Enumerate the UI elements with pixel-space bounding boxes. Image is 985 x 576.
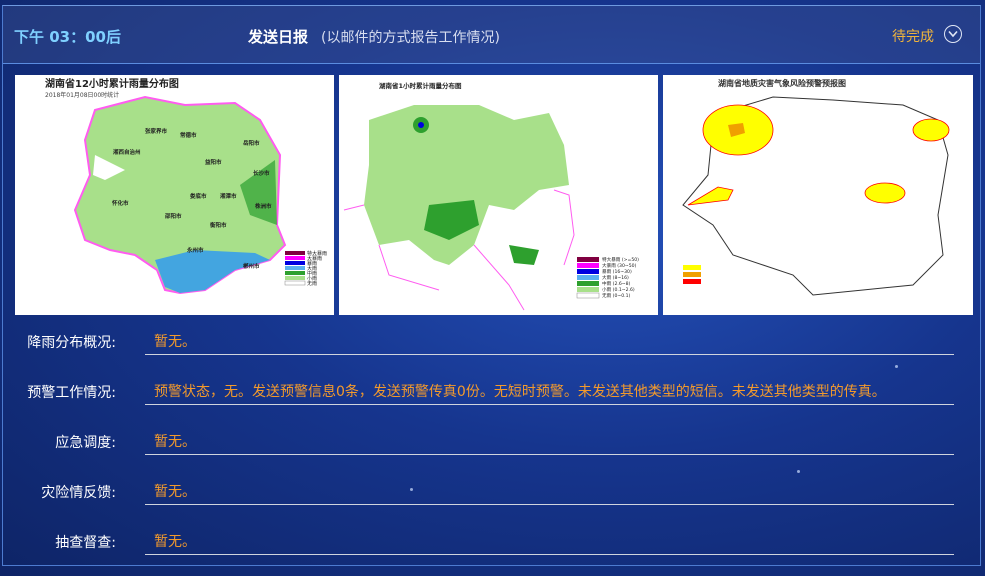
city-label: 张家界市	[145, 127, 168, 135]
map-title: 湖南省地质灾害气象风险预警预报图	[718, 78, 846, 88]
daily-report-panel: 下午 03：00后 发送日报 (以邮件的方式报告工作情况) 待完成 湖南省12小…	[2, 5, 981, 566]
city-label: 常德市	[180, 131, 197, 139]
legend-label: 中雨 (2.6~8)	[602, 280, 631, 287]
geohazard-warning-map[interactable]: 湖南省地质灾害气象风险预警预报图	[663, 75, 973, 315]
city-label: 永州市	[186, 246, 204, 254]
inspection-field[interactable]: 暂无。	[145, 528, 954, 555]
chevron-down-circle-icon[interactable]	[944, 25, 962, 43]
map-subtitle: 2018年01月08日00时统计	[45, 91, 119, 99]
city-label: 衡阳市	[210, 221, 227, 229]
legend-label: 大雨 (8~16)	[602, 274, 629, 281]
warning-work-row: 预警工作情况: 预警状态，无。发送预警信息0条，发送预警传真0份。无短时预警。未…	[3, 382, 980, 412]
emergency-dispatch-row: 应急调度: 暂无。	[3, 432, 980, 462]
star-decoration	[410, 488, 413, 491]
task-title: 发送日报	[248, 28, 309, 46]
city-label: 怀化市	[112, 199, 129, 207]
map-title: 湖南省12小时累计雨量分布图	[45, 77, 179, 90]
star-decoration	[895, 365, 898, 368]
city-label: 郴州市	[243, 262, 260, 270]
city-label: 娄底市	[190, 192, 207, 200]
city-label: 湘潭市	[220, 192, 237, 200]
star-decoration	[797, 470, 800, 473]
legend-label: 特大暴雨 (>=50)	[602, 256, 639, 263]
status-badge[interactable]: 待完成	[892, 29, 934, 45]
legend-label: 大暴雨	[307, 255, 322, 262]
city-label: 邵阳市	[164, 212, 182, 220]
legend-label: 暴雨	[307, 260, 317, 267]
city-label: 长沙市	[253, 169, 270, 177]
city-label: 株洲市	[255, 202, 272, 210]
field-label: 抽查督查:	[55, 535, 116, 551]
legend-label: 暴雨 (16~30)	[602, 269, 632, 275]
warning-work-field[interactable]: 预警状态，无。发送预警信息0条，发送预警传真0份。无短时预警。未发送其他类型的短…	[145, 378, 954, 405]
disaster-feedback-row: 灾险情反馈: 暂无。	[3, 482, 980, 512]
map-title: 湖南省1小时累计雨量分布图	[379, 81, 462, 90]
schedule-time: 下午 03：00后	[14, 28, 121, 46]
rainfall-1h-map[interactable]: 湖南省1小时累计雨量分布图 特大暴雨 (>=50) 大暴雨 (30~50) 暴雨…	[339, 75, 658, 315]
legend-label: 中雨	[307, 270, 317, 277]
legend-label: 大暴雨 (30~50)	[602, 262, 637, 269]
disaster-feedback-field[interactable]: 暂无。	[145, 478, 954, 505]
legend-label: 大雨	[307, 265, 317, 272]
city-label: 湘西自治州	[113, 148, 141, 156]
rainfall-summary-field[interactable]: 暂无。	[145, 328, 954, 355]
legend-label: 无雨 (0~0.1)	[602, 293, 631, 299]
emergency-dispatch-field[interactable]: 暂无。	[145, 428, 954, 455]
field-label: 预警工作情况:	[27, 385, 116, 401]
panel-header[interactable]: 下午 03：00后 发送日报 (以邮件的方式报告工作情况) 待完成	[3, 6, 980, 64]
legend-label: 特大暴雨	[307, 250, 327, 257]
inspection-row: 抽查督查: 暂无。	[3, 532, 980, 562]
legend-label: 无雨	[307, 281, 317, 287]
city-label: 岳阳市	[243, 139, 260, 147]
legend-label: 小雨	[307, 275, 317, 282]
city-label: 益阳市	[205, 158, 222, 166]
field-label: 降雨分布概况:	[27, 335, 116, 351]
task-subtitle: (以邮件的方式报告工作情况)	[321, 30, 500, 46]
field-label: 灾险情反馈:	[41, 485, 116, 501]
legend-label: 小雨 (0.1~2.6)	[602, 286, 635, 293]
rainfall-12h-map[interactable]: 湖南省12小时累计雨量分布图 2018年01月08日00时统计 特大暴雨 大暴雨…	[15, 75, 334, 315]
field-label: 应急调度:	[55, 435, 116, 451]
rainfall-summary-row: 降雨分布概况: 暂无。	[3, 332, 980, 362]
